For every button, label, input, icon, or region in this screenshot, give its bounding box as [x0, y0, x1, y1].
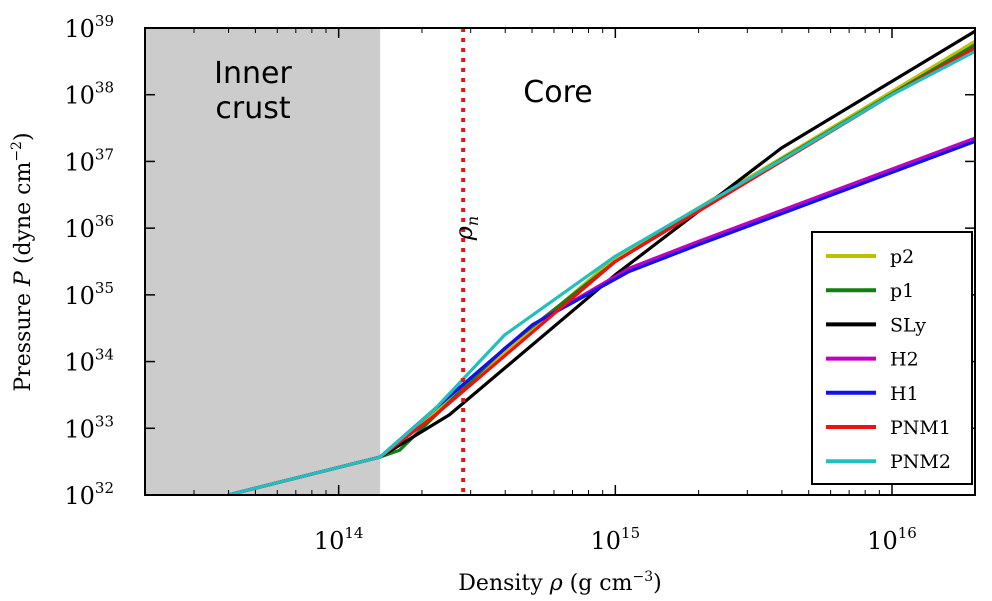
- y-tick-label: 1033: [64, 412, 114, 443]
- legend-label-h1: H1: [890, 383, 919, 405]
- y-tick-label: 1037: [64, 145, 114, 176]
- legend-label-h2: H2: [890, 349, 919, 371]
- inner-crust-label-line2: crust: [215, 91, 290, 126]
- y-tick-label: 1034: [64, 346, 114, 377]
- legend-label-pnm1: PNM1: [890, 417, 951, 439]
- x-axis-label: Density ρ (g cm−3): [458, 569, 661, 596]
- inner-crust-label-line1: Inner: [214, 56, 292, 91]
- legend-label-pnm2: PNM2: [890, 451, 951, 473]
- ticks-layer: 1014 1015 1016 1032 1033 1034 1035 1036 1037 1038…: [64, 12, 975, 555]
- y-tick-label: 1039: [64, 12, 114, 43]
- rho-n-symbol: ρ: [450, 226, 478, 241]
- inner-crust-region: [145, 28, 381, 495]
- series-layer: [227, 29, 975, 495]
- rho-n-subscript: n: [463, 216, 482, 226]
- x-tick-label: 1016: [867, 524, 917, 555]
- legend-label-sly: SLy: [890, 314, 926, 336]
- x-tick-label: 1014: [314, 524, 364, 555]
- legend-label-p2: p2: [890, 246, 914, 268]
- y-tick-label: 1036: [64, 212, 114, 243]
- legend: p2 p1 SLy H2 H1 PNM1 PNM2: [811, 231, 973, 485]
- legend-label-p1: p1: [890, 280, 914, 302]
- plot-frame: [144, 27, 976, 496]
- y-tick-label: 1038: [64, 79, 114, 110]
- rho-n-label: ρn: [450, 216, 482, 241]
- series-line-pnm2: [227, 49, 975, 495]
- x-tick-label: 1015: [591, 524, 641, 555]
- core-label: Core: [523, 75, 592, 110]
- y-tick-label: 1032: [64, 479, 114, 510]
- y-tick-label: 1035: [64, 279, 114, 310]
- y-axis-label: Pressure P (dyne cm−2): [9, 132, 36, 391]
